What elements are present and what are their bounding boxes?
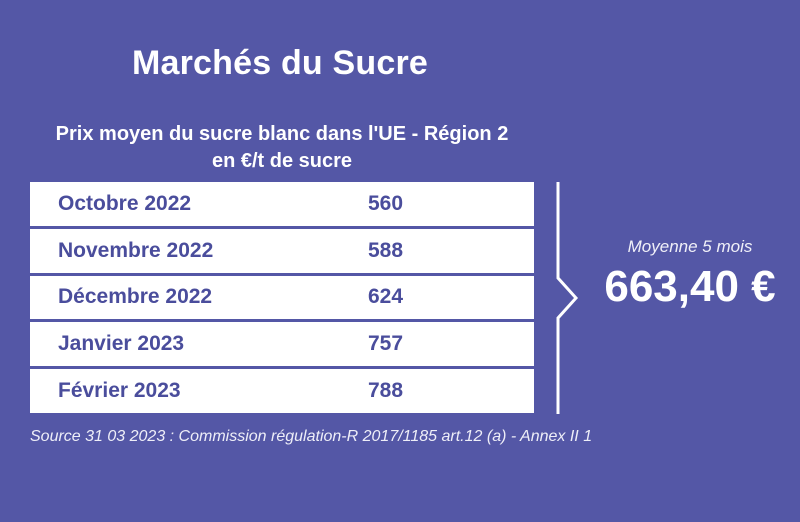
table-row: Janvier 2023 757	[30, 322, 534, 370]
table-row: Février 2023 788	[30, 369, 534, 413]
month-cell: Février 2023	[58, 379, 181, 403]
price-table: Octobre 2022 560 Novembre 2022 588 Décem…	[30, 182, 534, 413]
month-cell: Novembre 2022	[58, 238, 214, 262]
table-row: Octobre 2022 560	[30, 182, 534, 229]
price-cell: 757	[368, 332, 404, 356]
page-title: Marchés du Sucre	[131, 44, 429, 82]
average-value: 663,40 €	[604, 262, 776, 311]
price-cell: 624	[368, 285, 404, 309]
month-cell: Octobre 2022	[58, 191, 192, 215]
month-cell: Janvier 2023	[58, 332, 185, 356]
table-row: Décembre 2022 624	[30, 276, 534, 323]
month-cell: Décembre 2022	[58, 285, 213, 309]
average-label: Moyenne 5 mois	[627, 237, 753, 256]
price-cell: 560	[368, 191, 404, 215]
subtitle-line-2: en €/t de sucre	[211, 150, 353, 172]
price-cell: 788	[368, 379, 404, 403]
source-note: Source 31 03 2023 : Commission régulatio…	[30, 428, 593, 445]
price-cell: 588	[368, 238, 404, 262]
bracket-divider	[556, 182, 579, 414]
subtitle-line-1: Prix moyen du sucre blanc dans l'UE - Ré…	[55, 123, 509, 145]
table-row: Novembre 2022 588	[30, 229, 534, 276]
subtitle: Prix moyen du sucre blanc dans l'UE - Ré…	[0, 121, 564, 175]
